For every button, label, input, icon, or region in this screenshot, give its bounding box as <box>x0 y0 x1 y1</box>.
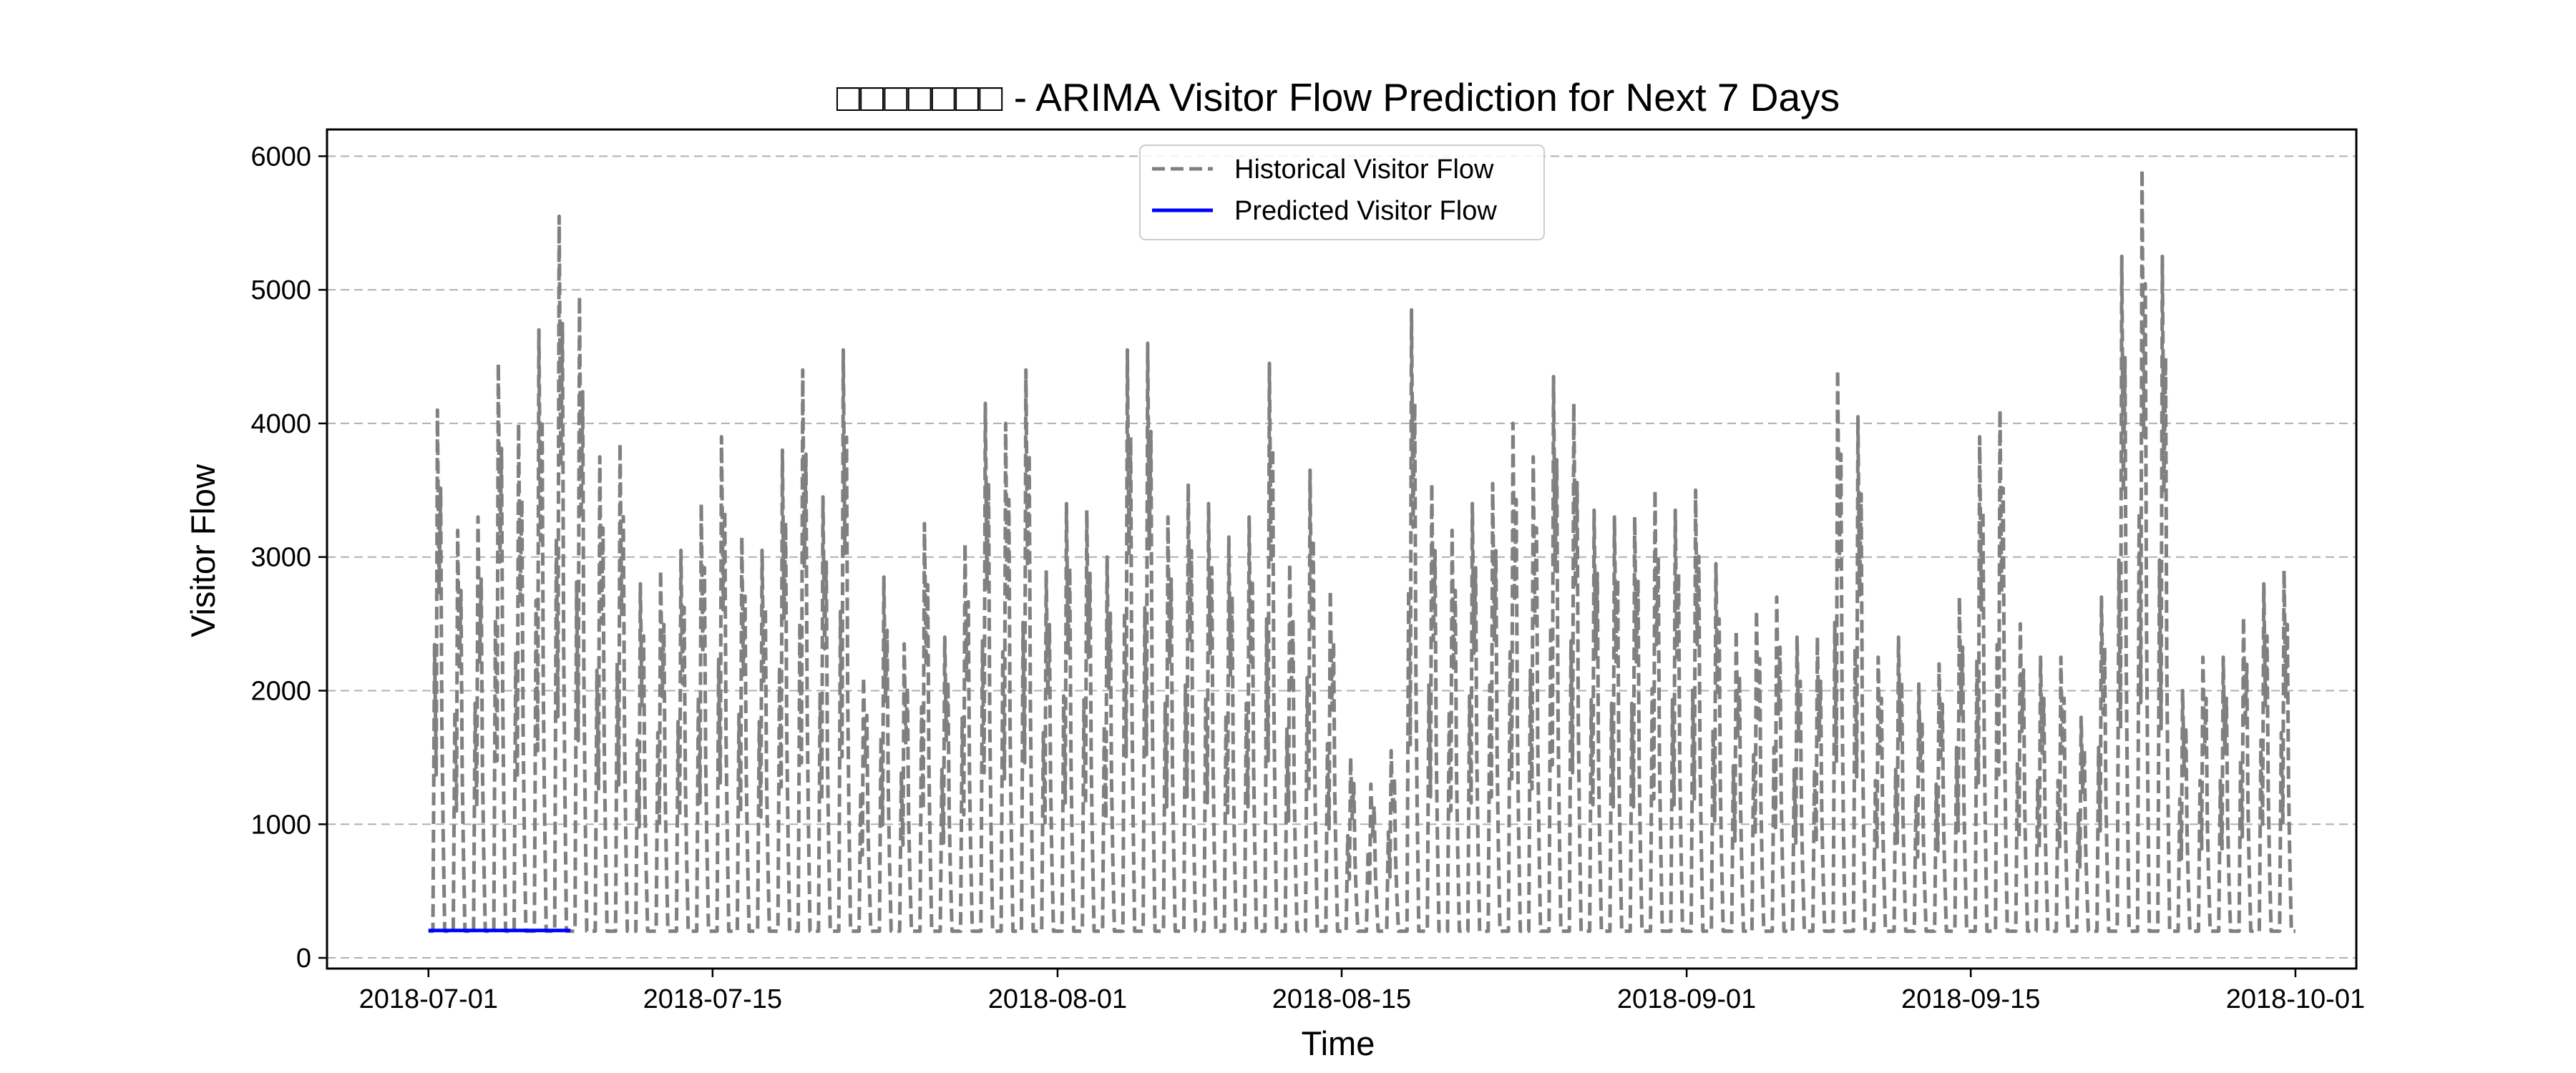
legend-box <box>1139 144 1545 240</box>
series-layer <box>428 167 2296 934</box>
y-tick-label: 6000 <box>250 142 311 172</box>
chart-title: □□□□□□□ - ARIMA Visitor Flow Prediction … <box>836 75 1840 119</box>
historical-visitor-flow-line <box>428 167 2296 934</box>
x-tick-label: 2018-08-01 <box>988 984 1127 1014</box>
x-tick-label: 2018-09-01 <box>1617 984 1756 1014</box>
x-axis-label: Time <box>1302 1024 1375 1062</box>
legend-label-predicted: Predicted Visitor Flow <box>1234 196 1497 226</box>
y-tick-label: 0 <box>296 944 311 974</box>
x-tick-label: 2018-09-15 <box>1901 984 2040 1014</box>
x-tick-label: 2018-10-01 <box>2226 984 2365 1014</box>
x-tick-label: 2018-07-01 <box>359 984 498 1014</box>
y-tick-label: 4000 <box>250 409 311 439</box>
legend-label-historical: Historical Visitor Flow <box>1234 155 1494 185</box>
axis-layer: 0 1000 2000 3000 4000 5000 6000 2018-07-01 2018-… <box>250 142 2365 1014</box>
x-tick-label: 2018-08-15 <box>1272 984 1411 1014</box>
y-tick-label: 1000 <box>250 810 311 840</box>
y-tick-label: 5000 <box>250 275 311 305</box>
x-tick-label: 2018-07-15 <box>643 984 782 1014</box>
y-tick-label: 3000 <box>250 543 311 573</box>
legend: Historical Visitor Flow Predicted Visito… <box>1139 144 1545 240</box>
y-axis-label: Visitor Flow <box>184 464 222 637</box>
y-tick-label: 2000 <box>250 676 311 706</box>
